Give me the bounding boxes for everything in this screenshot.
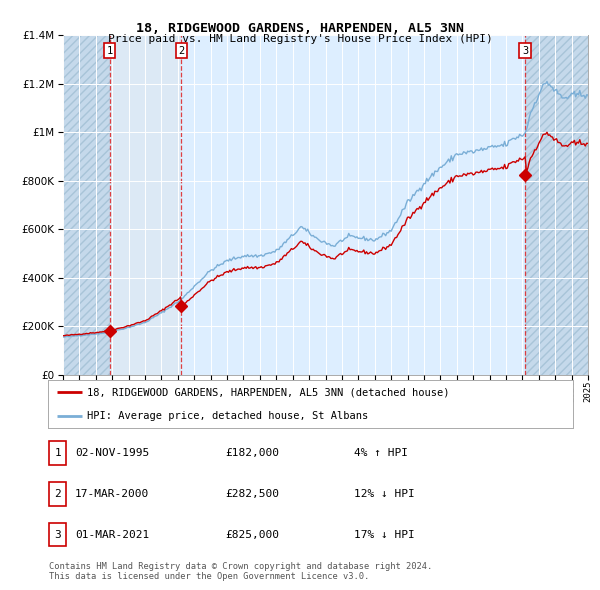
Text: £182,000: £182,000 [225,448,279,458]
Text: 18, RIDGEWOOD GARDENS, HARPENDEN, AL5 3NN (detached house): 18, RIDGEWOOD GARDENS, HARPENDEN, AL5 3N… [88,387,450,397]
Text: £825,000: £825,000 [225,530,279,539]
Text: 2: 2 [178,45,184,55]
Text: 3: 3 [54,530,61,539]
Text: 3: 3 [522,45,528,55]
Text: 12% ↓ HPI: 12% ↓ HPI [354,489,415,499]
Text: £282,500: £282,500 [225,489,279,499]
Text: 18, RIDGEWOOD GARDENS, HARPENDEN, AL5 3NN: 18, RIDGEWOOD GARDENS, HARPENDEN, AL5 3N… [136,22,464,35]
Bar [63,35,110,375]
Text: 01-MAR-2021: 01-MAR-2021 [75,530,149,539]
Text: 1: 1 [106,45,113,55]
Text: Contains HM Land Registry data © Crown copyright and database right 2024.
This d: Contains HM Land Registry data © Crown c… [49,562,433,581]
Text: 4% ↑ HPI: 4% ↑ HPI [354,448,408,458]
Text: 2: 2 [54,489,61,499]
Bar [525,35,588,375]
Bar [110,35,181,375]
Text: 1: 1 [54,448,61,458]
Text: 17-MAR-2000: 17-MAR-2000 [75,489,149,499]
Text: HPI: Average price, detached house, St Albans: HPI: Average price, detached house, St A… [88,411,368,421]
Text: 02-NOV-1995: 02-NOV-1995 [75,448,149,458]
Text: Price paid vs. HM Land Registry's House Price Index (HPI): Price paid vs. HM Land Registry's House … [107,34,493,44]
Text: 17% ↓ HPI: 17% ↓ HPI [354,530,415,539]
